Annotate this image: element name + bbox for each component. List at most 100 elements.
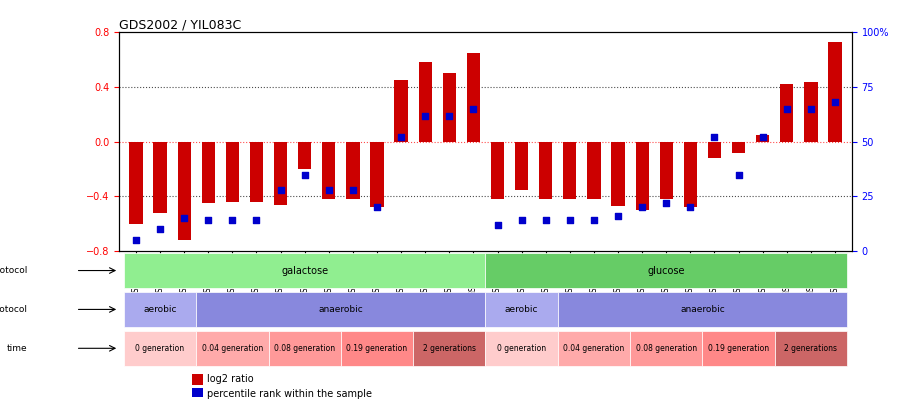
FancyBboxPatch shape [196,292,485,327]
Bar [732,142,746,153]
Bar [395,80,408,142]
Point [539,217,553,224]
Bar [250,142,263,202]
Text: 0 generation: 0 generation [136,344,185,353]
Bar [563,142,576,199]
Bar [298,142,311,169]
Bar [636,142,649,210]
Point [659,200,673,206]
Bar [708,142,721,158]
Text: 2 generations: 2 generations [784,344,837,353]
Point [635,204,649,211]
Bar [274,142,288,205]
Point [442,112,457,119]
Text: time: time [6,344,27,353]
Point [466,106,481,112]
Point [828,99,843,106]
Point [322,187,336,193]
Text: glucose: glucose [648,266,685,275]
Bar [225,142,239,202]
Point [394,134,409,141]
Point [780,106,794,112]
Text: galactose: galactose [281,266,328,275]
Bar [780,84,793,142]
Bar [202,142,215,203]
Bar [322,142,335,199]
Point [707,134,722,141]
FancyBboxPatch shape [124,253,485,288]
Bar [611,142,625,206]
Bar [540,142,552,199]
Text: 0.19 generation: 0.19 generation [708,344,769,353]
Text: aerobic: aerobic [143,305,177,314]
Bar [587,142,601,199]
Text: 0.08 generation: 0.08 generation [274,344,335,353]
Bar [828,42,842,142]
Point [225,217,240,224]
FancyBboxPatch shape [196,331,268,366]
FancyBboxPatch shape [268,331,341,366]
Bar [442,73,456,142]
Bar [129,142,143,224]
Point [586,217,601,224]
Bar [683,142,697,207]
Text: anaerobic: anaerobic [680,305,725,314]
Bar [756,135,769,142]
Text: 0.04 generation: 0.04 generation [202,344,263,353]
Bar [346,142,359,199]
Point [177,215,191,222]
Text: percentile rank within the sample: percentile rank within the sample [207,389,372,399]
Point [562,217,577,224]
Text: GDS2002 / YIL083C: GDS2002 / YIL083C [119,18,241,31]
Text: anaerobic: anaerobic [319,305,364,314]
Text: 2 generations: 2 generations [423,344,475,353]
Point [756,134,770,141]
FancyBboxPatch shape [341,331,413,366]
Text: 0.08 generation: 0.08 generation [636,344,697,353]
Point [514,217,529,224]
Text: 0 generation: 0 generation [497,344,546,353]
Bar [515,142,529,190]
FancyBboxPatch shape [485,292,558,327]
FancyBboxPatch shape [630,331,703,366]
FancyBboxPatch shape [485,253,847,288]
Point [418,112,432,119]
Point [611,213,626,220]
Point [345,187,360,193]
FancyBboxPatch shape [558,292,847,327]
FancyBboxPatch shape [124,292,196,327]
Point [731,171,746,178]
Text: 0.19 generation: 0.19 generation [346,344,408,353]
Bar [370,142,384,207]
Bar [154,142,167,213]
Point [490,222,505,228]
Text: aerobic: aerobic [505,305,539,314]
FancyBboxPatch shape [558,331,630,366]
Point [298,171,312,178]
Point [803,106,818,112]
Text: growth protocol: growth protocol [0,266,27,275]
FancyBboxPatch shape [775,331,847,366]
Text: protocol: protocol [0,305,27,314]
FancyBboxPatch shape [413,331,485,366]
Bar [660,142,673,199]
Point [370,204,385,211]
Point [153,226,168,232]
Text: log2 ratio: log2 ratio [207,374,254,384]
Point [273,187,288,193]
Bar [419,62,431,142]
Bar [192,388,203,400]
Bar [804,82,817,142]
Point [128,237,143,243]
Point [201,217,215,224]
Bar [192,373,203,385]
FancyBboxPatch shape [124,331,196,366]
Bar [178,142,191,240]
Point [249,217,264,224]
FancyBboxPatch shape [485,331,558,366]
Bar [467,53,480,142]
FancyBboxPatch shape [703,331,775,366]
Bar [491,142,504,199]
Point [683,204,698,211]
Text: 0.04 generation: 0.04 generation [563,344,625,353]
